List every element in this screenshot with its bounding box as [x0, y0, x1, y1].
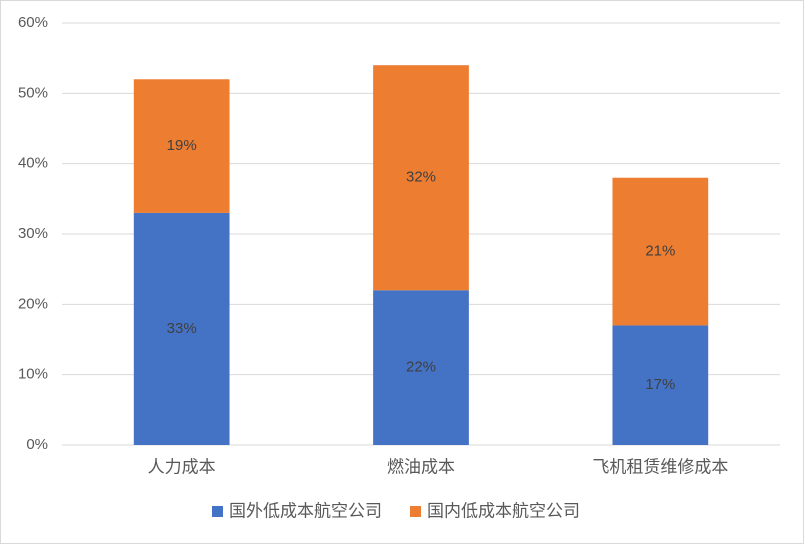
y-tick-label: 30%: [18, 225, 48, 242]
value-label: 33%: [167, 320, 197, 337]
value-label: 22%: [406, 359, 436, 376]
y-tick-label: 40%: [18, 155, 48, 172]
y-tick-label: 20%: [18, 295, 48, 312]
y-tick-label: 0%: [26, 436, 48, 453]
value-label: 17%: [645, 376, 675, 393]
value-label: 19%: [167, 137, 197, 154]
legend-swatch: [212, 506, 223, 517]
legend-label: 国内低成本航空公司: [427, 501, 580, 520]
x-tick-label: 人力成本: [148, 457, 216, 476]
bar-segment: [373, 65, 469, 291]
y-tick-label: 50%: [18, 84, 48, 101]
value-label: 21%: [645, 243, 675, 260]
value-label: 32%: [406, 169, 436, 186]
y-tick-label: 10%: [18, 366, 48, 383]
bar-segment: [133, 79, 230, 213]
legend-label: 国外低成本航空公司: [229, 501, 382, 520]
bar-segment: [612, 325, 709, 445]
bar-segment: [612, 177, 709, 326]
bar-segment: [133, 212, 230, 445]
y-tick-label: 60%: [18, 14, 48, 31]
bar-segment: [373, 290, 469, 445]
legend-swatch: [410, 506, 421, 517]
x-tick-label: 飞机租赁维修成本: [592, 457, 728, 476]
x-tick-label: 燃油成本: [387, 457, 455, 476]
